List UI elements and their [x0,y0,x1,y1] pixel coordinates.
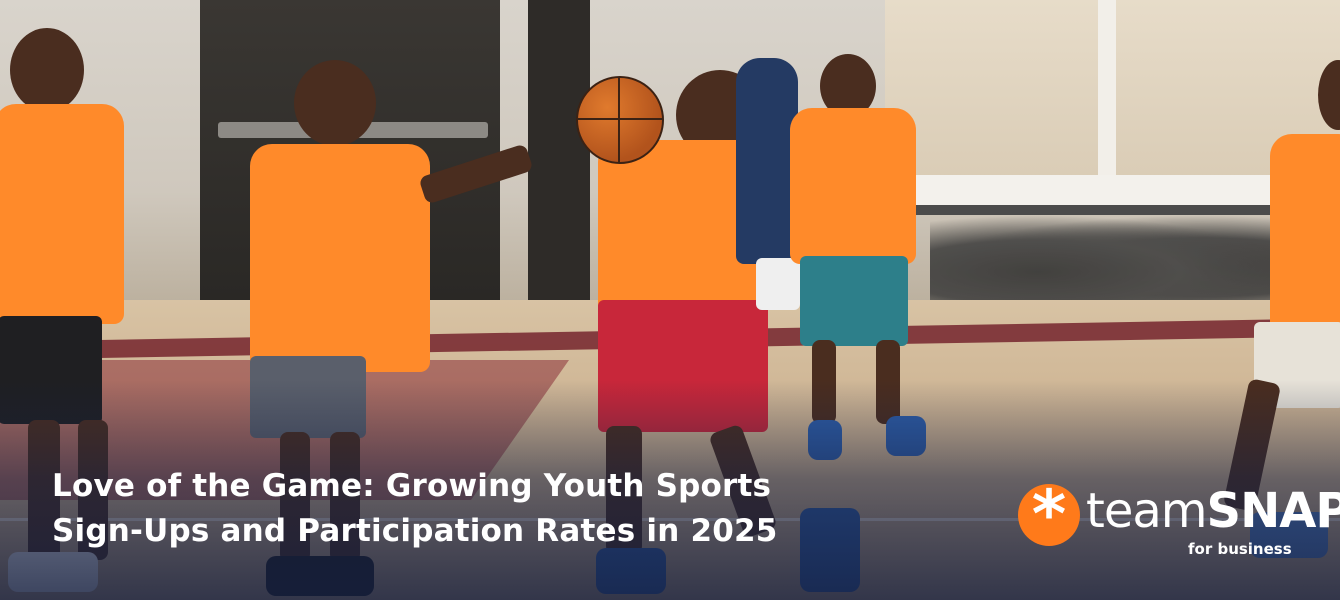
logo-tagline: for business [1188,540,1292,558]
window-ledge [905,175,1340,205]
article-headline: Love of the Game: Growing Youth Sports S… [52,464,812,554]
headline-line-2: Sign-Ups and Participation Rates in 2025 [52,513,778,549]
bottom-gradient-overlay [0,380,1340,600]
logo-wordmark: teamSNAP [1086,483,1340,539]
asterisk-icon [1018,480,1080,550]
equipment-bags [930,215,1290,310]
bench-table [910,205,1310,215]
basketball [576,76,664,164]
gym-pillar [528,0,590,300]
headline-line-1: Love of the Game: Growing Youth Sports [52,468,772,504]
teamsnap-logo: teamSNAP for business [1018,480,1340,564]
window-frame [1098,0,1116,205]
